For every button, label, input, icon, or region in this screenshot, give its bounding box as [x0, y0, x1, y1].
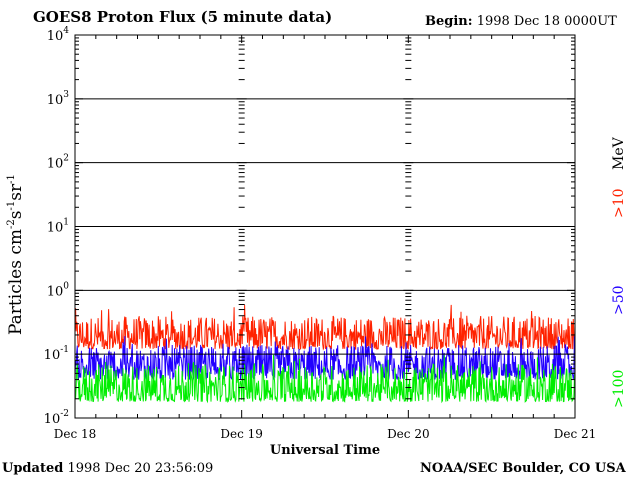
begin-label: Begin:: [425, 14, 473, 29]
begin-value: 1998 Dec 18 0000UT: [476, 14, 617, 29]
y-label-exponent: -1: [6, 201, 17, 211]
legend-unit: MeV: [611, 136, 627, 170]
axes-layer: [74, 34, 576, 419]
grid-layer: [75, 98, 575, 355]
y-label-part: Particles cm: [6, 229, 26, 335]
y-tick-base: 10: [44, 412, 61, 427]
y-tick-base: 10: [47, 221, 64, 236]
chart-title: GOES8 Proton Flux (5 minute data): [33, 8, 333, 26]
credit: NOAA/SEC Boulder, CO USA: [420, 461, 626, 476]
y-tick-exponent: 0: [63, 281, 69, 291]
y-label-part: s: [6, 211, 26, 220]
y-tick-base: 10: [47, 157, 64, 172]
y-label-part: sr: [6, 183, 26, 201]
y-label-exponent: -1: [6, 174, 17, 184]
series-line-p10: [74, 304, 576, 351]
y-tick-base: 10: [47, 93, 64, 108]
y-tick-label: 100: [47, 281, 70, 299]
x-tick-label: Dec 20: [387, 427, 430, 441]
updated-time: Updated 1998 Dec 20 23:56:09: [2, 461, 213, 476]
y-tick-label: 10-1: [44, 345, 69, 363]
series-layer: [74, 304, 576, 404]
x-tick-label: Dec 21: [554, 427, 597, 441]
y-tick-exponent: 2: [63, 154, 69, 164]
updated-label: Updated: [2, 461, 64, 476]
y-tick-base: 10: [44, 348, 61, 363]
y-tick-label: 101: [47, 218, 69, 236]
y-tick-label: 102: [47, 154, 69, 172]
x-tick-label: Dec 18: [54, 427, 97, 441]
y-tick-exponent: 4: [63, 26, 69, 36]
begin-time: Begin: 1998 Dec 18 0000UT: [425, 14, 617, 29]
legend-p100: >100: [611, 370, 627, 408]
y-tick-exponent: 3: [63, 90, 69, 100]
y-tick-label: 103: [47, 90, 70, 108]
y-tick-exponent: -1: [60, 345, 69, 355]
y-tick-exponent: 1: [63, 218, 69, 228]
y-tick-exponent: -2: [60, 409, 69, 419]
y-tick-base: 10: [47, 29, 64, 44]
y-tick-label: 10-2: [44, 409, 69, 427]
x-axis-label: Universal Time: [270, 443, 380, 458]
y-label-exponent: -2: [6, 219, 17, 229]
y-tick-base: 10: [47, 284, 64, 299]
y-axis-label: Particles cm-2s-1sr-1: [6, 174, 26, 335]
x-tick-label: Dec 19: [220, 427, 263, 441]
legend-p10: >10: [611, 188, 627, 218]
updated-value: 1998 Dec 20 23:56:09: [67, 461, 214, 476]
series-line-p100: [74, 354, 576, 404]
legend-p50: >50: [611, 285, 627, 315]
y-tick-label: 104: [47, 26, 70, 44]
